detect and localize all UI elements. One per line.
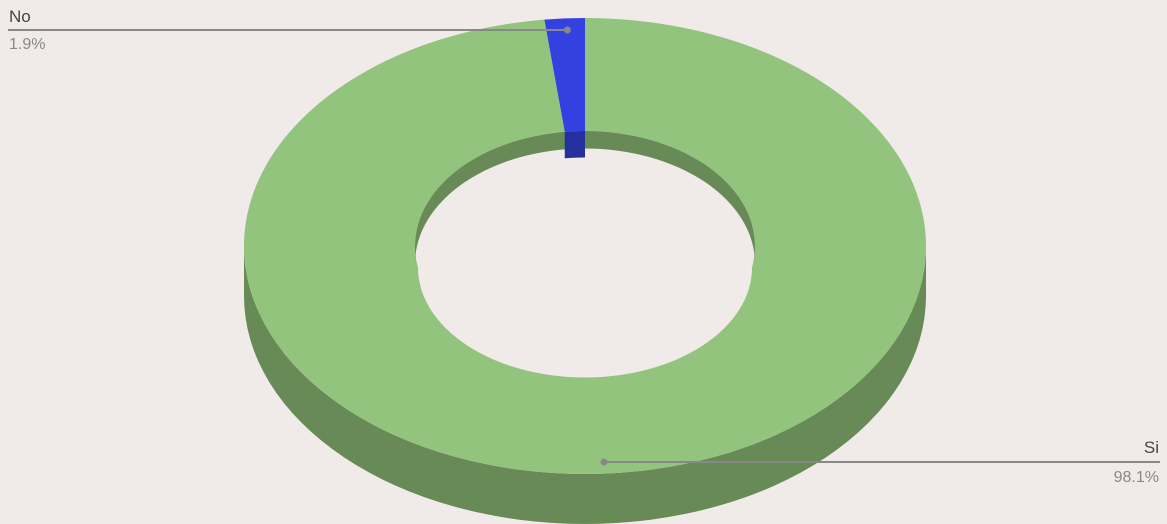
leader-dot-si [600,458,608,466]
label-si-name: Si [1144,438,1159,457]
label-si-value: 98.1% [1114,469,1159,486]
slice-si-side [244,246,926,524]
donut-hole [418,157,752,378]
label-no-value: 1.9% [9,36,45,53]
slice-si [244,18,927,475]
slice-no [544,18,585,132]
label-no-name: No [9,7,31,26]
leader-dot-no [563,26,571,34]
